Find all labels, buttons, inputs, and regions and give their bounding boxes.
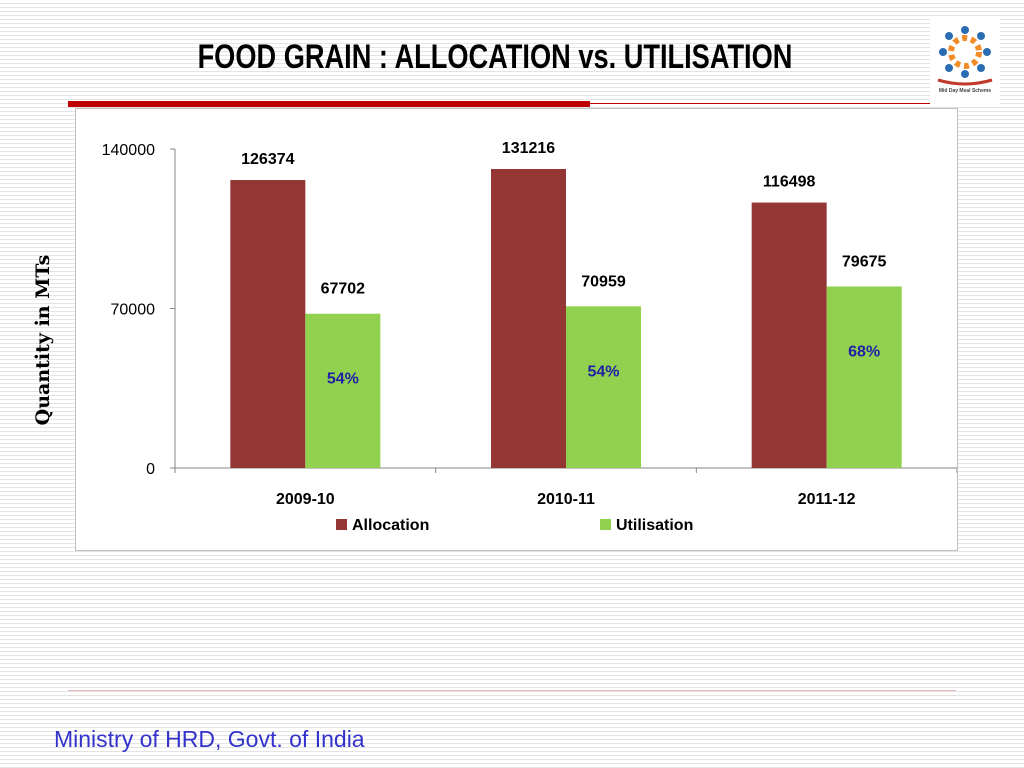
footer-text: Ministry of HRD, Govt. of India [54, 726, 365, 752]
y-tick-label: 0 [146, 461, 155, 478]
allocation-value-label: 126374 [241, 151, 294, 168]
footer-divider [68, 690, 956, 691]
legend-swatch-utilisation [600, 519, 611, 530]
allocation-value-label: 131216 [502, 140, 555, 157]
legend-swatch-allocation [336, 519, 347, 530]
x-category-label: 2010-11 [537, 491, 595, 508]
utilisation-bar [305, 313, 381, 468]
allocation-bar [751, 202, 827, 468]
chart-area: 0 70000 140000 126374 67702 54% 2009-10 131216 7… [75, 108, 958, 551]
slide-title: FOOD GRAIN : ALLOCATION vs. UTILISATION [197, 38, 793, 76]
logo-caption: Mid Day Meal Scheme [938, 88, 992, 94]
y-tick-label: 70000 [111, 302, 156, 319]
y-axis-title: Quantity in MTs [32, 254, 54, 426]
y-tick-label: 140000 [102, 142, 155, 159]
utilisation-percent-label: 54% [587, 363, 619, 380]
utilisation-bar [566, 306, 641, 468]
utilisation-value-label: 79675 [842, 253, 887, 270]
legend-label-utilisation: Utilisation [616, 517, 693, 534]
allocation-bar [491, 169, 566, 469]
utilisation-value-label: 70959 [581, 273, 626, 290]
allocation-value-label: 116498 [763, 174, 816, 191]
legend-label-allocation: Allocation [352, 517, 429, 534]
utilisation-bar [826, 286, 902, 468]
mid-day-meal-logo [930, 18, 1000, 104]
title-underline-thin [590, 103, 930, 104]
utilisation-percent-label: 68% [848, 343, 880, 360]
utilisation-percent-label: 54% [327, 371, 359, 388]
x-category-label: 2009-10 [276, 491, 335, 508]
utilisation-value-label: 67702 [321, 281, 366, 298]
title-underline-accent [68, 101, 590, 107]
logo-emblem-icon [937, 26, 993, 86]
x-category-label: 2011-12 [798, 491, 856, 508]
allocation-bar [230, 180, 306, 468]
bar-chart: 0 70000 140000 126374 67702 54% 2009-10 131216 7… [102, 140, 957, 534]
